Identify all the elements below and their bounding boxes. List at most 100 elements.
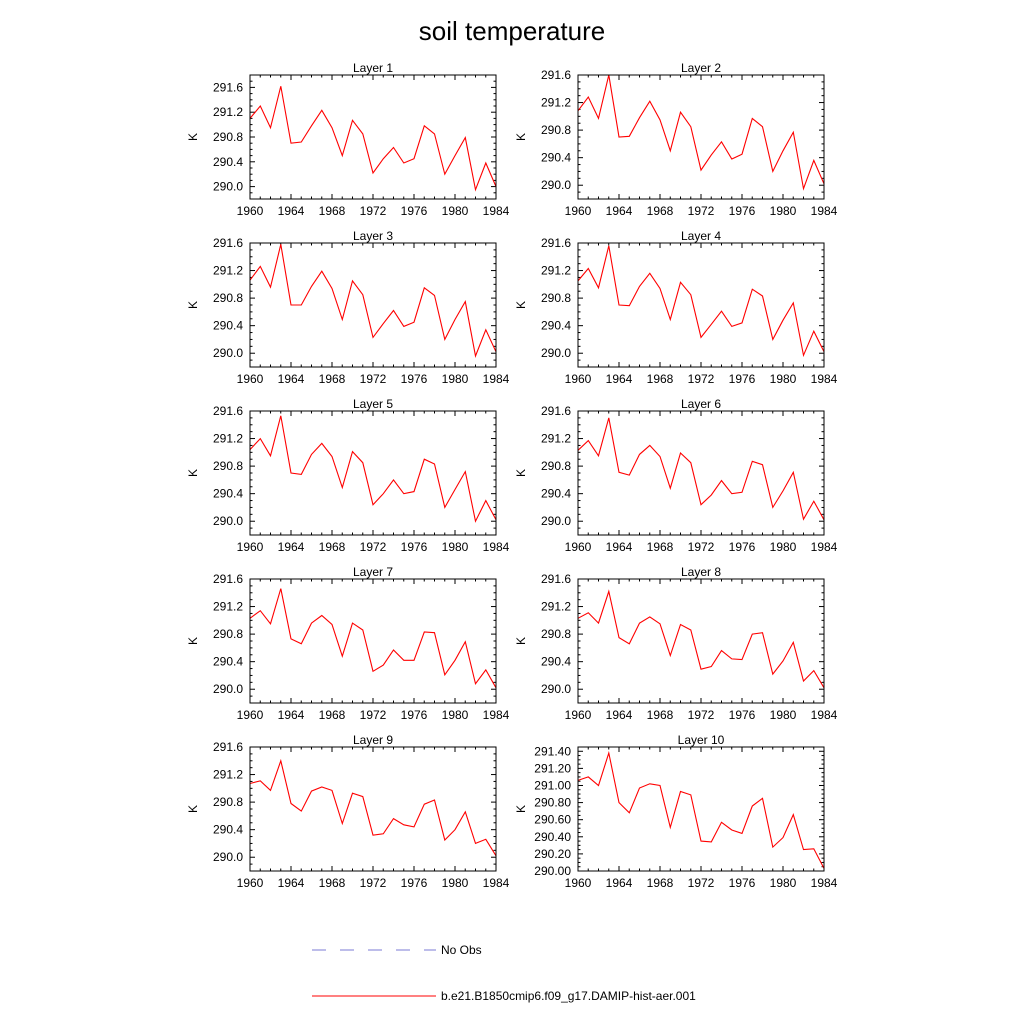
- plot-frame: [249, 410, 497, 536]
- y-tick-label: 290.0: [541, 178, 571, 192]
- plot-frame: [577, 242, 825, 368]
- panel-layer-7: Layer 7 K 1960 1964 1968 1972 1976 1980 1984 290.…: [186, 565, 510, 722]
- x-tick-label: 1972: [360, 876, 387, 890]
- plot-frame: [249, 746, 497, 872]
- y-tick-label: 290.0: [213, 514, 243, 528]
- y-tick-label: 290.0: [213, 346, 243, 360]
- x-tick-label: 1968: [647, 372, 674, 386]
- x-tick-label: 1972: [688, 876, 715, 890]
- x-tick-label: 1968: [319, 372, 346, 386]
- x-tick-label: 1964: [278, 876, 305, 890]
- y-tick-label: 290.0: [541, 682, 571, 696]
- panel-title: Layer 10: [678, 733, 725, 747]
- y-axis-label: K: [186, 637, 200, 645]
- x-tick-label: 1980: [770, 204, 797, 218]
- panel-title: Layer 6: [681, 397, 721, 411]
- x-tick-label: 1984: [483, 372, 510, 386]
- x-tick-label: 1980: [770, 372, 797, 386]
- panel-title: Layer 3: [353, 229, 393, 243]
- x-tick-label: 1960: [565, 372, 592, 386]
- x-tick-label: 1980: [442, 372, 469, 386]
- y-axis-label: K: [186, 805, 200, 813]
- y-tick-label: 290.4: [541, 655, 571, 669]
- y-axis-label: K: [514, 301, 528, 309]
- x-tick-label: 1980: [442, 708, 469, 722]
- x-tick-label: 1964: [278, 204, 305, 218]
- x-tick-label: 1980: [442, 204, 469, 218]
- y-tick-label: 291.6: [213, 572, 243, 586]
- panels-grid: Layer 1 K 1960 1964 1968 1972 1976 1980 1984 290.…: [186, 61, 838, 890]
- x-tick-label: 1976: [401, 876, 428, 890]
- series-line: [577, 417, 825, 521]
- y-tick-label: 291.6: [213, 236, 243, 250]
- x-tick-label: 1960: [237, 540, 264, 554]
- x-tick-label: 1972: [360, 540, 387, 554]
- panel-layer-8: Layer 8 K 1960 1964 1968 1972 1976 1980 1984 290.…: [514, 565, 838, 722]
- y-tick-label: 291.2: [213, 264, 243, 278]
- x-tick-label: 1976: [729, 708, 756, 722]
- y-tick-label: 290.60: [534, 813, 571, 827]
- y-tick-label: 290.8: [213, 795, 243, 809]
- x-tick-label: 1980: [442, 540, 469, 554]
- plot-frame: [577, 746, 825, 872]
- series-line: [249, 86, 497, 192]
- x-tick-label: 1980: [770, 708, 797, 722]
- plot-frame: [249, 242, 497, 368]
- y-tick-label: 291.2: [541, 600, 571, 614]
- y-tick-label: 290.8: [541, 291, 571, 305]
- panel-title: Layer 4: [681, 229, 721, 243]
- x-tick-label: 1972: [360, 372, 387, 386]
- y-axis-label: K: [514, 805, 528, 813]
- series-line: [577, 245, 825, 358]
- y-axis-label: K: [186, 469, 200, 477]
- x-tick-label: 1980: [442, 876, 469, 890]
- x-tick-label: 1968: [319, 708, 346, 722]
- y-tick-label: 291.6: [541, 404, 571, 418]
- y-axis-label: K: [514, 133, 528, 141]
- y-tick-label: 291.2: [213, 768, 243, 782]
- panel-title: Layer 7: [353, 565, 393, 579]
- plot-frame: [249, 74, 497, 200]
- x-tick-label: 1976: [401, 372, 428, 386]
- x-tick-label: 1968: [647, 876, 674, 890]
- x-tick-label: 1960: [237, 204, 264, 218]
- x-tick-label: 1960: [565, 204, 592, 218]
- y-tick-label: 290.80: [534, 796, 571, 810]
- x-tick-label: 1968: [319, 540, 346, 554]
- panel-layer-9: Layer 9 K 1960 1964 1968 1972 1976 1980 1984 290.…: [186, 733, 510, 890]
- panel-title: Layer 8: [681, 565, 721, 579]
- y-axis-label: K: [514, 469, 528, 477]
- y-tick-label: 290.0: [541, 514, 571, 528]
- figure-title: soil temperature: [419, 16, 605, 46]
- series-line: [577, 750, 825, 869]
- legend-model-label: b.e21.B1850cmip6.f09_g17.DAMIP-hist-aer.…: [441, 989, 696, 1003]
- x-tick-label: 1976: [401, 708, 428, 722]
- y-tick-label: 290.0: [213, 180, 243, 194]
- series-line: [249, 415, 497, 523]
- panel-title: Layer 2: [681, 61, 721, 75]
- y-tick-label: 291.40: [534, 744, 571, 758]
- x-tick-label: 1968: [647, 540, 674, 554]
- y-tick-label: 290.40: [534, 830, 571, 844]
- y-tick-label: 290.8: [541, 123, 571, 137]
- x-tick-label: 1984: [483, 204, 510, 218]
- panel-layer-6: Layer 6 K 1960 1964 1968 1972 1976 1980 1984 290.…: [514, 397, 838, 554]
- y-tick-label: 290.4: [213, 823, 243, 837]
- plot-frame: [577, 74, 825, 200]
- x-tick-label: 1972: [688, 372, 715, 386]
- x-tick-label: 1960: [237, 372, 264, 386]
- x-tick-label: 1984: [483, 708, 510, 722]
- y-tick-label: 290.4: [213, 155, 243, 169]
- x-tick-label: 1960: [565, 540, 592, 554]
- x-tick-label: 1972: [360, 204, 387, 218]
- x-tick-label: 1964: [606, 876, 633, 890]
- x-tick-label: 1964: [606, 708, 633, 722]
- y-tick-label: 290.0: [213, 682, 243, 696]
- panel-layer-10: Layer 10 K 1960 1964 1968 1972 1976 1980 1984 290…: [514, 733, 838, 890]
- panel-layer-2: Layer 2 K 1960 1964 1968 1972 1976 1980 1984 290.…: [514, 61, 838, 218]
- y-tick-label: 290.4: [541, 487, 571, 501]
- series-line: [249, 244, 497, 358]
- x-tick-label: 1976: [401, 540, 428, 554]
- series-line: [249, 588, 497, 689]
